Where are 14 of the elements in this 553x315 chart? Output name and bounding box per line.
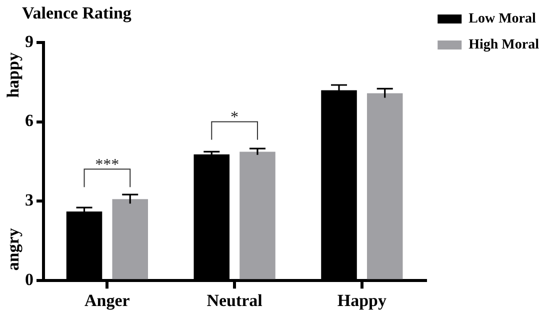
legend-label: Low Moral <box>468 12 536 27</box>
y-tick-label: 9 <box>25 32 34 51</box>
annotation: * <box>230 108 239 126</box>
y-tick-label: 3 <box>25 190 34 210</box>
legend-label: High Moral <box>468 38 540 53</box>
y-tick-label: 6 <box>25 111 34 130</box>
y-tick-label: 0 <box>25 270 34 289</box>
x-tick-label: Happy <box>337 291 387 310</box>
text: angry <box>3 228 22 271</box>
x-tick-label: Neutral <box>206 291 263 310</box>
chart-title: Valence Rating <box>22 4 132 23</box>
annotation: *** <box>95 156 120 174</box>
text: happy <box>3 52 22 98</box>
x-tick-label: Anger <box>84 291 130 310</box>
